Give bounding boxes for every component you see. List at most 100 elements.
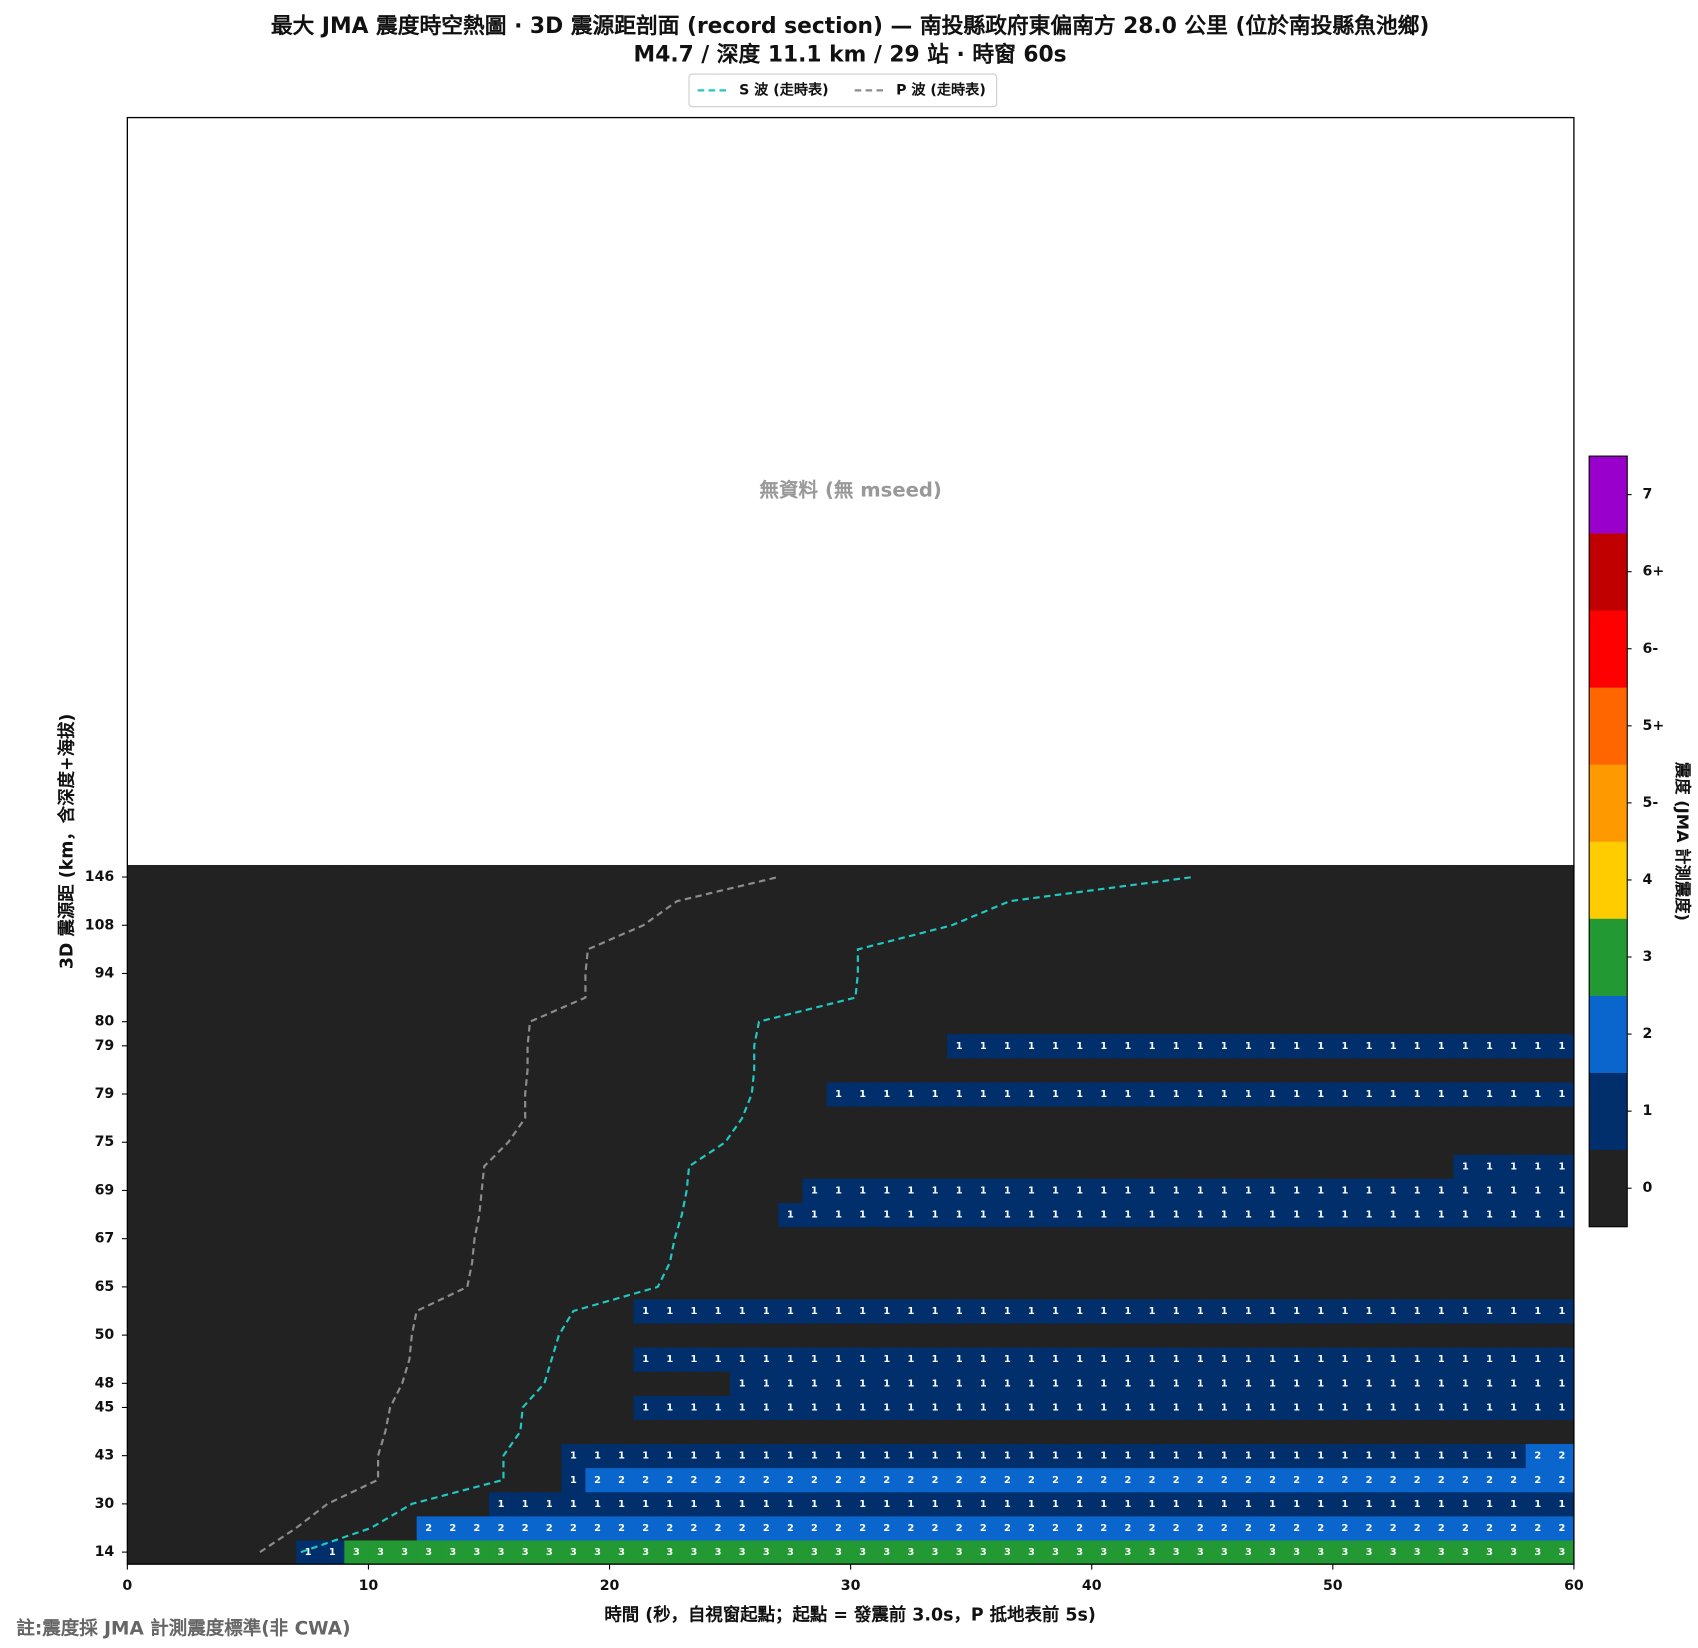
cell-label: 1 <box>666 1306 673 1317</box>
heatmap-cell <box>1405 1202 1430 1228</box>
heatmap-cell <box>730 1443 755 1469</box>
heatmap-cell <box>633 937 659 962</box>
heatmap-cell <box>127 1033 152 1059</box>
heatmap-cell <box>922 1250 948 1276</box>
heatmap-cell <box>778 1515 803 1541</box>
cell-label: 1 <box>1390 1089 1397 1100</box>
heatmap-cell <box>223 1491 249 1517</box>
cell-label: 1 <box>642 1306 649 1317</box>
cell-label: 1 <box>787 1402 794 1413</box>
heatmap-cell <box>995 1202 1020 1228</box>
cell-label: 1 <box>1149 1210 1156 1221</box>
heatmap-cell <box>392 1106 418 1131</box>
heatmap-cell <box>1381 1515 1406 1541</box>
cell-label: 2 <box>883 1523 890 1534</box>
heatmap-cell <box>1284 913 1310 938</box>
heatmap-cell <box>1091 1323 1117 1348</box>
cell-label: 1 <box>859 1499 866 1510</box>
heatmap-cell <box>585 1202 610 1228</box>
heatmap-cell <box>1284 864 1310 890</box>
heatmap-cell <box>368 1515 393 1541</box>
heatmap-cell <box>368 961 393 986</box>
cell-label: 1 <box>956 1499 963 1510</box>
heatmap-cell <box>1501 864 1527 890</box>
heatmap-cell <box>1356 1130 1382 1155</box>
heatmap-cell <box>802 1057 827 1083</box>
cell-label: 2 <box>835 1475 842 1486</box>
cell-label: 1 <box>932 1210 939 1221</box>
heatmap-cell <box>272 1371 297 1396</box>
cell-label: 1 <box>1293 1210 1300 1221</box>
cell-label: 3 <box>594 1547 601 1558</box>
heatmap-cell <box>537 1419 562 1445</box>
cell-label: 1 <box>1558 1041 1565 1052</box>
heatmap-cell <box>272 889 297 914</box>
heatmap-cell <box>1332 1491 1358 1517</box>
heatmap-cell <box>1212 1371 1237 1396</box>
heatmap-cell <box>633 1250 659 1276</box>
cell-label: 1 <box>1221 1041 1228 1052</box>
heatmap-cell <box>1405 1226 1430 1252</box>
heatmap-cell <box>199 1540 225 1565</box>
heatmap-cell <box>971 1033 996 1059</box>
heatmap-cell <box>826 1371 852 1396</box>
heatmap-cell <box>1019 1298 1044 1324</box>
heatmap-cell <box>1139 1419 1165 1445</box>
heatmap-cell <box>633 913 659 938</box>
heatmap-cell <box>223 913 249 938</box>
heatmap-cell <box>971 913 996 938</box>
heatmap-cell <box>754 1395 779 1420</box>
heatmap-cell <box>513 937 538 962</box>
heatmap-cell <box>850 1057 876 1083</box>
heatmap-cell <box>1501 1443 1527 1469</box>
cell-label: 1 <box>811 1402 818 1413</box>
heatmap-cell <box>1525 1250 1551 1276</box>
heatmap-cell <box>947 1491 972 1517</box>
heatmap-cell <box>416 1491 442 1517</box>
heatmap-cell <box>1525 913 1551 938</box>
colorbar-frame <box>1588 455 1628 1228</box>
heatmap-cell <box>705 1202 731 1228</box>
cell-label: 3 <box>1124 1547 1131 1558</box>
heatmap-cell <box>1164 1081 1189 1107</box>
heatmap-cell <box>1284 1009 1310 1035</box>
cell-label: 1 <box>787 1210 794 1221</box>
heatmap-cell <box>609 1395 635 1420</box>
heatmap-cell <box>1549 1202 1575 1228</box>
heatmap-cell <box>995 1323 1020 1348</box>
heatmap-cell <box>416 1347 442 1372</box>
heatmap-cell <box>1525 1467 1551 1493</box>
heatmap-cell <box>754 1226 779 1252</box>
heatmap-cell <box>513 1323 538 1348</box>
heatmap-cell <box>778 889 803 914</box>
heatmap-cell <box>1019 1395 1044 1420</box>
heatmap-cell <box>1139 1323 1165 1348</box>
heatmap-cell <box>488 1371 514 1396</box>
cell-label: 2 <box>739 1523 746 1534</box>
heatmap-cell <box>1308 1395 1334 1420</box>
cell-label: 1 <box>1004 1185 1011 1196</box>
heatmap-cell <box>1308 1106 1334 1131</box>
heatmap-cell <box>826 961 852 986</box>
heatmap-cell <box>1188 1154 1213 1179</box>
cell-label: 2 <box>1558 1451 1565 1462</box>
heatmap-cell <box>681 1226 707 1252</box>
heatmap-cell <box>513 1057 538 1083</box>
cell-label: 2 <box>1076 1475 1083 1486</box>
heatmap-cell <box>272 1443 297 1469</box>
heatmap-cell <box>1477 1226 1503 1252</box>
cell-label: 3 <box>1245 1547 1252 1558</box>
heatmap-cell <box>151 1106 177 1131</box>
heatmap-cell <box>922 1540 948 1565</box>
cell-label: 1 <box>1269 1089 1276 1100</box>
heatmap-cell <box>1405 1395 1430 1420</box>
heatmap-cell <box>440 1154 466 1179</box>
heatmap-cell <box>1356 889 1382 914</box>
heatmap-cell <box>1405 1515 1430 1541</box>
heatmap-cell <box>1525 1106 1551 1131</box>
heatmap-cell <box>1549 1540 1575 1565</box>
heatmap-cell <box>368 937 393 962</box>
heatmap-cell <box>826 1130 852 1155</box>
heatmap-cell <box>922 1323 948 1348</box>
heatmap-cell <box>272 1202 297 1228</box>
